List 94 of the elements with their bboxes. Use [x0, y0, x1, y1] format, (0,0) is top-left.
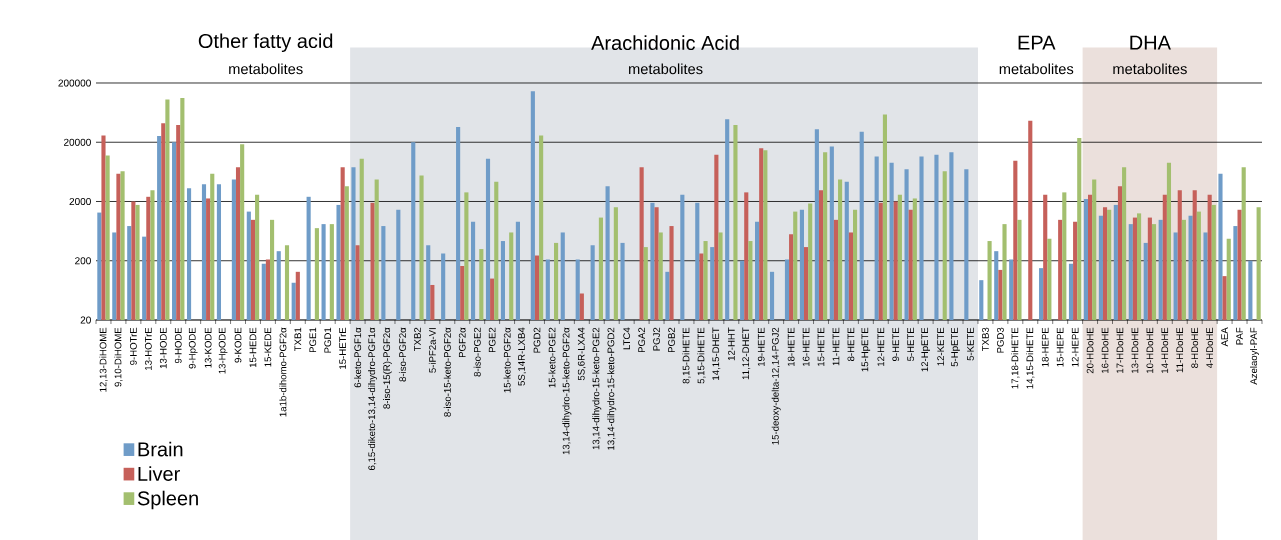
x-tick-label: 8-iso-PGF2α [398, 327, 406, 382]
x-tick-label: 5-KETE [967, 327, 974, 361]
x-tick-label: 19-HETE [757, 327, 765, 366]
x-tick-label: 13-HOTrE [144, 327, 152, 370]
x-tick-label: 15-keto-PGF2α [503, 327, 511, 393]
x-tick-label: 17-HDoHE [1116, 327, 1124, 373]
x-tick-label: 8-iso-15(R)-PGF2α [383, 327, 392, 409]
x-tick-label: 8-HETE [847, 327, 855, 361]
text: metabolites [1113, 63, 1187, 74]
x-tick-label: 14,15-DHET [712, 327, 721, 380]
text: DHA [1130, 35, 1171, 50]
x-tick-label: 8-iso-15-keto-PGF2α [443, 327, 451, 417]
x-tick-label: 10-HDoHE [1146, 327, 1154, 373]
x-tick-label: 13-HDoHE [1131, 327, 1139, 373]
x-tick-label: 5S,14R-LXB4 [518, 327, 527, 386]
x-tick-label: 11-HETE [832, 327, 840, 366]
x-tick-label: 11-HDoHE [1176, 327, 1184, 373]
x-tick-label: 11,12-DHET [742, 327, 751, 379]
x-tick-label: PGD3 [997, 327, 1004, 353]
legend-label: Spleen [137, 490, 198, 510]
x-tick-label: 12,13-DiHOME [99, 327, 108, 392]
x-tick-label: 9-HOTrE [130, 327, 137, 365]
x-tick-label: 5-iPF2a-VI [428, 327, 436, 373]
x-tick-label: 5,15-DiHETE [697, 327, 706, 384]
y-tick-label: 20 [80, 316, 91, 324]
x-tick-label: TXB1 [294, 327, 302, 351]
x-tick-label: LTC4 [623, 327, 631, 350]
x-tick-label: 12-HEPE [1071, 327, 1079, 367]
x-tick-label: PGE2 [488, 327, 496, 352]
x-tick-label: 15-HEPE [1056, 327, 1064, 367]
x-tick-label: 13,14-dihydro-15-keto-PGE2 [592, 327, 602, 450]
x-tick-label: 20-HDoHE [1086, 327, 1094, 374]
x-tick-label: 14-HDoHE [1161, 327, 1169, 373]
x-tick-label: 15-deoxy-delta-12,14-PGJ2 [771, 327, 781, 445]
x-tick-label: 14,15-DiHETE [1026, 327, 1035, 389]
x-tick-label: Azelaoyl-PAF [1250, 327, 1259, 385]
x-tick-label: PGD2 [533, 327, 541, 353]
x-tick-label: 18-HETE [787, 327, 795, 366]
x-tick-label: 9-HODE [174, 327, 182, 363]
x-tick-label: 15-HpETE [861, 327, 871, 372]
x-tick-label: 12-HETE [877, 327, 885, 366]
text: metabolites [629, 63, 703, 74]
x-tick-label: 9-KODE [234, 327, 242, 363]
x-tick-label: 9-HpODE [188, 327, 198, 369]
x-tick-label: 12-HpETE [921, 327, 930, 372]
x-tick-label: 6,15-diketo-13,14-dihydro-PGF1α [368, 327, 378, 470]
x-tick-label: AEA [1221, 327, 1228, 347]
x-tick-label: 9-HETE [892, 327, 900, 361]
x-tick-label: 13,14-dihydro-15-keto-PGD2 [607, 327, 617, 450]
text: metabolites [229, 63, 303, 74]
x-tick-label: 17,18-DiHETE [1011, 327, 1020, 389]
text: metabolites [999, 63, 1074, 74]
x-tick-label: 5-HpETE [951, 327, 960, 367]
x-tick-label: 1a1b-dihomo-PGF2α [279, 327, 287, 417]
x-tick-label: TXB2 [414, 327, 421, 351]
x-tick-label: 16-HETE [802, 327, 810, 366]
x-tick-label: PGB2 [668, 327, 675, 352]
x-tick-label: 12-HHT [727, 327, 735, 360]
x-tick-label: PGA2 [638, 327, 646, 352]
x-tick-label: 15-HEDE [249, 327, 257, 367]
x-tick-label: 6-keto-PGF1α [354, 327, 362, 388]
x-tick-label: PGD1 [324, 327, 332, 353]
x-tick-label: 5S,6R-LXA4 [577, 327, 586, 381]
x-tick-label: 13-HpODE [218, 327, 228, 374]
legend-label: Brain [138, 441, 183, 457]
x-tick-label: 13-HODE [159, 327, 167, 368]
y-tick-label: 20000 [64, 138, 91, 146]
x-tick-label: 4-HDoHE [1206, 327, 1214, 368]
x-tick-label: 18-HEPE [1041, 327, 1049, 367]
text: Other fatty acid [198, 33, 333, 52]
x-tick-label: 13-KODE [204, 327, 212, 368]
x-tick-label: PGE1 [309, 327, 317, 352]
text: Arachidonic Acid [591, 35, 739, 50]
x-tick-label: 15-HETE [817, 327, 825, 366]
x-tick-label: 13,14-dihydro-15-keto-PGF2α [562, 327, 572, 455]
text: EPA [1018, 35, 1056, 50]
x-tick-label: 8,15-DiHETE [682, 327, 691, 384]
x-tick-label: 15-keto-PGE2 [548, 327, 556, 388]
x-tick-label: 8-iso-PGE2 [473, 327, 481, 377]
x-tick-label: 9,10-DiHOME [114, 327, 123, 387]
x-tick-label: TXB3 [982, 327, 989, 351]
x-tick-label: 15-KEDE [264, 327, 272, 367]
y-tick-label: 200000 [58, 79, 91, 87]
x-tick-label: 8-HDoHE [1191, 327, 1199, 368]
x-tick-label: 12-KETE [937, 327, 944, 366]
x-tick-label: 16-HDoHE [1101, 327, 1109, 373]
legend-label: Liver [138, 466, 180, 481]
y-tick-label: 200 [75, 257, 91, 265]
x-tick-label: PGJ2 [653, 327, 660, 351]
x-tick-label: 5-HETE [907, 327, 915, 361]
x-tick-label: 15-HETrE [339, 327, 346, 369]
y-tick-label: 2000 [69, 197, 91, 205]
x-tick-label: PAF [1236, 327, 1243, 345]
x-tick-label: PGF2α [458, 327, 466, 357]
